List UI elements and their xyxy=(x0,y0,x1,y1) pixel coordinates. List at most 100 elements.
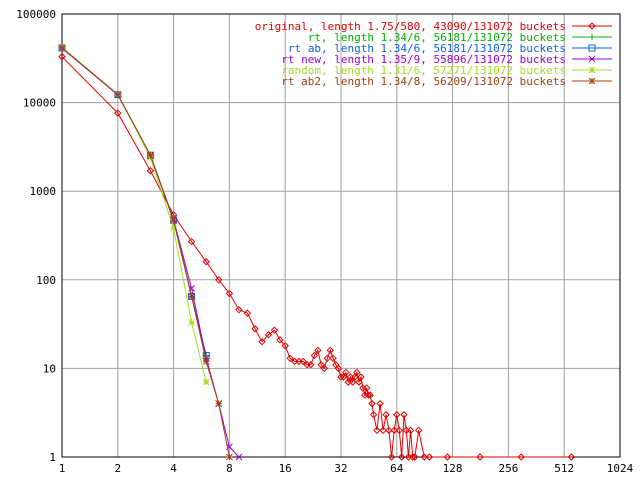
data-point xyxy=(226,453,233,461)
data-point xyxy=(329,354,337,363)
series-3 xyxy=(58,44,243,461)
series-line xyxy=(61,47,230,458)
data-point xyxy=(326,346,334,355)
data-point xyxy=(353,368,361,377)
data-point xyxy=(281,342,289,350)
legend-label: original, length 1.75/580, 43090/131072 … xyxy=(255,20,566,33)
data-point xyxy=(373,426,381,435)
data-point xyxy=(390,426,398,435)
data-point xyxy=(310,351,319,360)
series-line xyxy=(61,47,207,356)
x-tick-label: 128 xyxy=(443,462,463,475)
data-point xyxy=(387,453,396,461)
data-point xyxy=(58,52,66,61)
data-point xyxy=(270,326,279,334)
data-point xyxy=(443,453,452,461)
data-point xyxy=(567,453,576,461)
data-point xyxy=(299,357,307,366)
data-point xyxy=(202,378,210,386)
data-point xyxy=(588,77,596,85)
series-2 xyxy=(58,44,210,359)
data-point xyxy=(286,354,294,363)
x-tick-label: 2 xyxy=(114,462,121,475)
data-point xyxy=(385,426,393,435)
data-point xyxy=(202,258,210,266)
data-point xyxy=(517,453,525,461)
data-point xyxy=(225,289,234,298)
data-point xyxy=(243,309,252,317)
x-tick-label: 512 xyxy=(554,462,574,475)
data-point xyxy=(589,34,595,40)
x-tick-label: 1024 xyxy=(607,462,634,475)
data-point xyxy=(337,373,345,381)
data-point xyxy=(170,216,177,224)
legend-label: random, length 1.31/6, 57271/131072 buck… xyxy=(281,64,566,77)
data-point xyxy=(214,276,223,284)
data-point xyxy=(114,109,122,117)
axis-ticks: 1 2 4 8 16 32 64 128 256 512 1024 1 10 100 1000 10000 10… xyxy=(16,8,633,475)
data-point xyxy=(188,293,195,300)
legend-label: rt ab, length 1.34/6, 56181/131072 bucke… xyxy=(288,42,566,55)
data-point xyxy=(414,426,423,435)
data-point xyxy=(588,22,596,30)
data-point xyxy=(258,338,266,346)
data-point xyxy=(376,399,384,408)
data-point xyxy=(114,91,122,98)
data-point xyxy=(362,384,371,392)
data-point xyxy=(320,364,328,373)
legend-label: rt, length 1.34/6, 56181/131072 buckets xyxy=(308,31,566,44)
data-point xyxy=(366,391,374,399)
x-tick-label: 16 xyxy=(279,462,292,475)
data-point xyxy=(411,453,419,461)
data-point xyxy=(342,368,350,377)
data-point xyxy=(348,378,357,386)
data-point xyxy=(187,237,196,246)
data-point xyxy=(368,399,376,408)
data-point xyxy=(251,325,259,333)
series-5 xyxy=(58,44,233,461)
data-point xyxy=(276,336,284,344)
data-point xyxy=(588,55,596,63)
data-point xyxy=(476,453,484,461)
data-point xyxy=(58,44,66,52)
series-1 xyxy=(59,44,210,359)
data-point xyxy=(170,225,177,232)
x-tick-label: 1 xyxy=(59,462,66,475)
data-point xyxy=(588,66,596,74)
data-point xyxy=(355,378,363,386)
data-point xyxy=(409,453,417,461)
x-tick-label: 32 xyxy=(334,462,347,475)
series-line xyxy=(61,47,240,458)
data-point xyxy=(406,426,415,435)
data-point xyxy=(393,411,401,419)
series-line xyxy=(61,47,207,356)
data-point xyxy=(146,167,155,175)
series-group xyxy=(58,44,576,461)
y-tick-label: 10 xyxy=(43,362,56,375)
data-point xyxy=(420,453,428,461)
y-tick-label: 10000 xyxy=(23,97,56,110)
data-point xyxy=(334,364,343,373)
legend-label: rt new, length 1.35/9, 55896/131072 buck… xyxy=(281,53,566,66)
data-point xyxy=(400,411,408,419)
y-tick-label: 100 xyxy=(36,274,56,287)
data-point xyxy=(202,358,210,365)
data-point xyxy=(235,305,243,314)
data-point xyxy=(382,411,390,419)
data-point xyxy=(397,453,406,461)
y-tick-label: 1000 xyxy=(30,185,57,198)
legend-label: rt ab2, length 1.34/8, 56209/131072 buck… xyxy=(281,75,566,88)
x-tick-label: 8 xyxy=(226,462,233,475)
data-point xyxy=(323,354,332,363)
data-point xyxy=(215,400,223,408)
data-point xyxy=(379,426,387,435)
data-point xyxy=(317,361,325,369)
x-tick-label: 256 xyxy=(498,462,518,475)
grid-lines xyxy=(62,14,620,457)
data-point xyxy=(425,453,434,461)
series-line xyxy=(61,56,572,458)
y-tick-label: 100000 xyxy=(16,8,56,21)
data-point xyxy=(188,319,195,326)
data-point xyxy=(307,361,315,369)
